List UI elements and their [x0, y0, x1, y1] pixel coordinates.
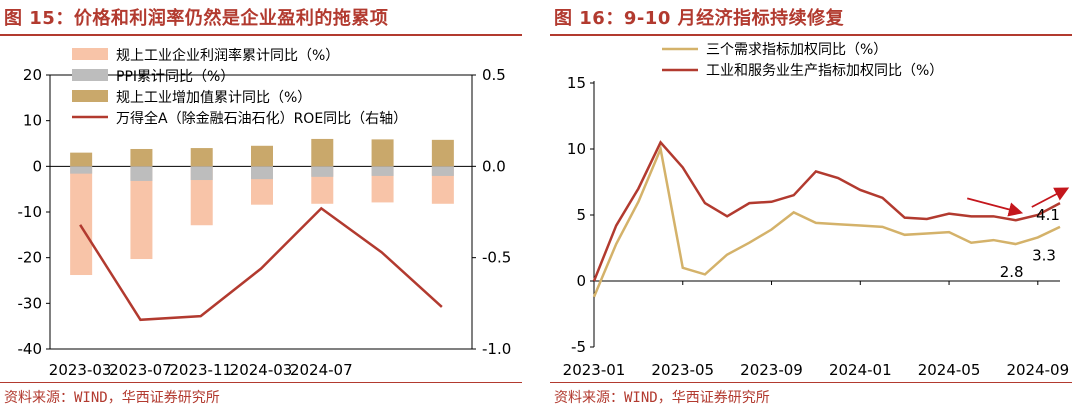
x-tick-label: 2024-03: [230, 361, 293, 379]
right-panel: 图 16：9-10 月经济指标持续修复 15 10 5 0 -5 2023-01 2023-…: [550, 0, 1080, 411]
x-tick-label: 2023-07: [109, 361, 172, 379]
left-panel: 图 15：价格和利润率仍然是企业盈利的拖累项 20 10 0 -10 -20 -30 -40…: [0, 0, 530, 411]
bar-ppi: [130, 166, 153, 181]
x-tick-label: 2024-05: [918, 361, 981, 379]
legend-label: 规上工业增加值累计同比（%）: [116, 90, 311, 106]
x-tick-label: 2023-09: [740, 361, 803, 379]
y2-tick-label: -0.5: [482, 249, 511, 267]
bar-industrial: [251, 145, 273, 167]
bar-ppi: [251, 166, 273, 180]
legend-label: 规上工业企业利润率累计同比（%）: [116, 47, 339, 64]
y-tick-label: 20: [23, 66, 42, 84]
left-source: 资料来源：WIND，华西证券研究所: [4, 390, 220, 406]
bar-industrial: [70, 152, 93, 167]
y-tick-label: 5: [576, 206, 586, 224]
left-title-rule: [0, 34, 522, 36]
y2-tick-label: -1.0: [482, 340, 511, 358]
bar-industrial: [431, 139, 454, 167]
bar-ppi: [431, 166, 454, 176]
bar-profit: [130, 166, 153, 260]
data-label: 2.8: [1000, 263, 1024, 281]
legend-label: 工业和服务业生产指标加权同比（%）: [706, 63, 943, 79]
bar-ppi: [371, 166, 394, 176]
bar-industrial: [311, 138, 334, 167]
bar-profit: [70, 166, 93, 276]
x-tick-label: 2023-01: [563, 361, 626, 379]
x-tick-label: 2024-07: [290, 361, 353, 379]
right-source-rule: [550, 382, 1072, 383]
legend-label: PPI累计同比（%）: [116, 69, 234, 85]
right-title-rule: [550, 34, 1072, 36]
bar-ppi: [311, 166, 334, 177]
data-label: 4.1: [1036, 206, 1060, 224]
y-tick-label: -40: [18, 340, 43, 358]
bar-industrial: [130, 148, 153, 167]
y-tick-label: 0: [32, 157, 42, 175]
right-source: 资料来源：WIND，华西证券研究所: [554, 390, 770, 406]
x-tick-label: 2024-09: [1006, 361, 1069, 379]
y2-tick-label: 0.5: [482, 66, 506, 84]
legend-label: 万得全A（除金融石油石化）ROE同比（右轴）: [116, 110, 407, 127]
legend-swatch: [72, 48, 108, 60]
right-chart-title: 图 16：9-10 月经济指标持续修复: [554, 8, 845, 29]
left-chart-title: 图 15：价格和利润率仍然是企业盈利的拖累项: [4, 8, 389, 29]
y-tick-label: 15: [567, 74, 586, 92]
trend-arrow-up: [1031, 187, 1070, 208]
legend-swatch: [72, 90, 108, 102]
y-tick-label: -10: [18, 203, 43, 221]
y-tick-label: -30: [18, 294, 43, 312]
bar-industrial: [190, 148, 213, 167]
y2-tick-label: 0.0: [482, 157, 506, 175]
left-source-rule: [0, 382, 522, 383]
y-tick-label: 10: [23, 112, 42, 130]
bar-industrial: [371, 139, 394, 167]
bar-profit: [190, 166, 213, 226]
y-tick-label: 0: [576, 272, 586, 290]
bar-ppi: [70, 166, 93, 174]
line-demand: [592, 144, 1061, 298]
y-tick-label: 10: [567, 140, 586, 158]
y-tick-label: -20: [18, 249, 43, 267]
trend-arrow-down: [967, 197, 1024, 217]
line-production: [592, 140, 1061, 282]
right-chart: 15 10 5 0 -5 2023-01 2023-05 2023-09 2024-01 2024…: [563, 42, 1070, 379]
y-tick-label: -5: [571, 338, 586, 356]
left-chart: 20100-10-20-30-400.50.0-0.5-1.02023-0320…: [18, 47, 512, 379]
x-tick-label: 2023-11: [169, 361, 232, 379]
x-tick-label: 2023-05: [651, 361, 714, 379]
legend-label: 三个需求指标加权同比（%）: [706, 42, 887, 58]
legend-swatch: [72, 69, 108, 81]
x-tick-label: 2023-03: [49, 361, 112, 379]
line-roe: [79, 206, 443, 322]
x-tick-label: 2024-01: [829, 361, 892, 379]
data-label: 3.3: [1032, 246, 1056, 264]
bar-ppi: [190, 166, 213, 181]
